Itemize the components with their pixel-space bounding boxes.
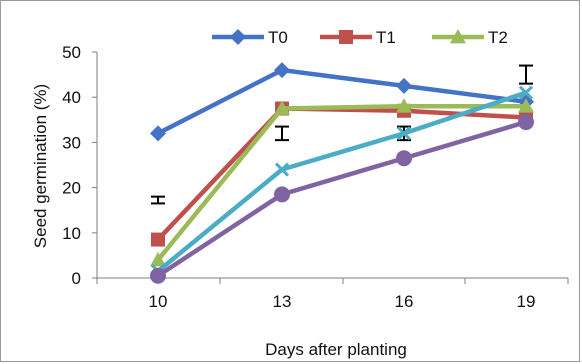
series-t2: [150, 98, 534, 267]
x-axis-label: Days after planting: [265, 340, 407, 359]
legend-swatch-marker: [230, 29, 246, 45]
data-point: [274, 100, 290, 115]
legend-item-t2: T2: [432, 28, 508, 47]
x-tick-label: 13: [273, 292, 292, 311]
data-point: [151, 232, 165, 247]
data-point: [274, 186, 290, 203]
data-point: [518, 114, 534, 131]
data-point: [518, 98, 534, 113]
data-point: [150, 125, 166, 142]
y-tick-label: 40: [62, 88, 81, 107]
data-point: [396, 77, 412, 94]
y-tick-label: 20: [62, 179, 81, 198]
x-tick-label: 16: [395, 292, 414, 311]
legend: T0 T1 T2: [212, 28, 508, 47]
error-bar: [275, 125, 289, 142]
y-tick-label: 0: [72, 269, 81, 288]
series-t1: [151, 101, 533, 247]
legend-swatch-marker: [450, 29, 466, 44]
data-point: [274, 62, 290, 79]
legend-item-t1: T1: [320, 28, 396, 47]
series-line: [156, 90, 527, 273]
legend-label: T1: [376, 28, 396, 47]
data-point: [274, 162, 290, 177]
x-tick-label: 19: [517, 292, 536, 311]
data-point: [150, 251, 166, 267]
data-point: [150, 267, 166, 284]
error-bar: [151, 195, 165, 205]
series-unnamed-3: [150, 85, 534, 279]
data-point: [396, 98, 412, 113]
series-line: [156, 103, 526, 262]
legend-label: T0: [268, 28, 288, 47]
legend-item-t0: T0: [212, 28, 288, 47]
y-tick-label: 10: [62, 224, 81, 243]
y-tick-label: 30: [62, 133, 81, 152]
axes: 0 10 20 30 40 50 10 13 16 19: [62, 43, 569, 311]
legend-label: T2: [488, 28, 508, 47]
data-point: [518, 85, 534, 100]
data-point: [396, 150, 412, 167]
series-line: [156, 106, 527, 242]
series-layer: [150, 62, 534, 284]
series-line: [156, 67, 527, 136]
x-tick-label: 10: [149, 292, 168, 311]
error-bars: [151, 64, 533, 205]
y-tick-label: 50: [62, 43, 81, 62]
series-line: [156, 119, 527, 278]
series-t0: [150, 62, 534, 142]
legend-swatch-marker: [339, 30, 353, 44]
y-axis-label: Seed germination (%): [31, 84, 50, 248]
series-unnamed-4: [150, 114, 534, 284]
data-point: [396, 126, 412, 141]
error-bar: [519, 64, 533, 85]
